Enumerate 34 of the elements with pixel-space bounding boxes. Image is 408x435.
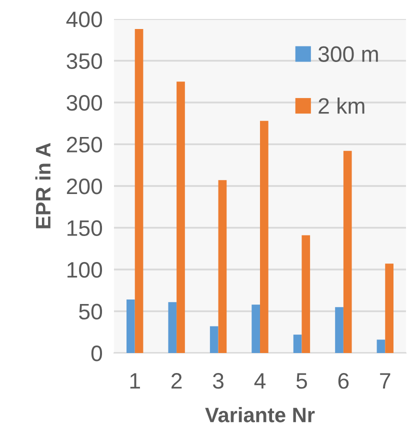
y-tick-label: 350 <box>66 53 102 70</box>
y-axis-title: EPR in A <box>35 142 50 228</box>
bar <box>335 307 344 353</box>
bar <box>260 120 268 353</box>
bar <box>293 334 302 353</box>
x-tick-label: 3 <box>212 373 224 389</box>
bar <box>134 29 144 353</box>
bar <box>176 82 185 353</box>
bar <box>126 300 135 353</box>
y-tick-label: 300 <box>66 95 102 111</box>
bar <box>302 235 310 353</box>
x-tick-label: 1 <box>130 373 140 389</box>
x-tick-label: 5 <box>296 373 307 389</box>
bar <box>376 340 386 353</box>
x-tick-label: 6 <box>338 373 349 389</box>
x-tick-label: 4 <box>254 373 266 389</box>
legend-label: 2 km <box>318 97 364 114</box>
bar <box>252 304 260 353</box>
legend-label: 300 m <box>318 46 378 62</box>
bar <box>210 326 218 353</box>
bar <box>343 150 352 353</box>
y-tick-label: 0 <box>91 346 102 362</box>
y-tick-label: 50 <box>79 304 102 320</box>
y-tick-label: 200 <box>66 178 102 194</box>
bar <box>385 264 394 353</box>
bar <box>168 302 177 353</box>
y-tick-label: 100 <box>68 262 102 278</box>
bar <box>218 180 227 353</box>
x-axis-title: Variante Nr <box>205 407 315 422</box>
x-tick-label: 2 <box>172 373 182 389</box>
y-tick-label: 150 <box>68 220 102 236</box>
y-tick-label: 400 <box>66 12 102 28</box>
x-tick-label: 7 <box>380 373 390 389</box>
y-tick-label: 250 <box>66 136 102 153</box>
